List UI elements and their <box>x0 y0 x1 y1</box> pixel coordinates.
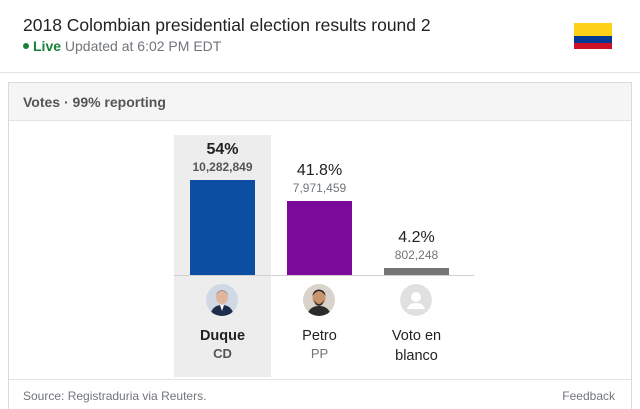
candidate-votes: 10,282,849 <box>192 160 253 174</box>
candidate-duque[interactable]: 54% 10,282,849 Duque CD <box>174 135 271 377</box>
candidate-percent: 4.2% <box>398 229 435 246</box>
candidate-party: PP <box>310 346 329 361</box>
reporting-status: Votes · 99% reporting <box>23 94 166 110</box>
candidate-name: Duque <box>199 328 246 344</box>
candidate-name: Petro <box>302 328 337 344</box>
chart-baseline <box>174 275 474 276</box>
candidate-photo <box>303 284 335 316</box>
candidate-party: CD <box>213 346 232 361</box>
candidate-name: Voto en blanco <box>391 328 442 364</box>
page-title: 2018 Colombian presidential election res… <box>23 15 431 35</box>
candidate-votes: 802,248 <box>394 248 439 262</box>
colombia-flag-icon <box>574 23 612 49</box>
candidate-percent: 41.8% <box>296 162 343 179</box>
live-label: Live <box>33 38 62 54</box>
candidate-petro[interactable]: 41.8% 7,971,459 Petro PP <box>271 135 368 377</box>
updated-time: Updated at 6:02 PM EDT <box>64 38 222 54</box>
source-attribution: Source: Registraduria via Reuters. <box>23 389 207 403</box>
person-placeholder-icon <box>400 284 432 316</box>
results-header: 2018 Colombian presidential election res… <box>0 0 640 73</box>
vote-bar <box>287 201 352 275</box>
live-status: Live Updated at 6:02 PM EDT <box>23 38 221 54</box>
card-header: Votes · 99% reporting <box>9 83 631 121</box>
candidate-votes: 7,971,459 <box>292 181 347 195</box>
candidate-voto-en-blanco[interactable]: 4.2% 802,248 Voto en blanco <box>368 135 465 377</box>
live-dot-icon <box>23 43 29 50</box>
feedback-link[interactable]: Feedback <box>562 389 615 403</box>
candidate-percent: 54% <box>206 141 239 158</box>
card-footer: Source: Registraduria via Reuters. Feedb… <box>9 379 631 409</box>
vote-bar <box>190 180 255 275</box>
vote-bar <box>384 268 449 275</box>
candidate-photo <box>206 284 238 316</box>
results-card: Votes · 99% reporting 54% 10,282,849 Duq… <box>8 82 632 409</box>
